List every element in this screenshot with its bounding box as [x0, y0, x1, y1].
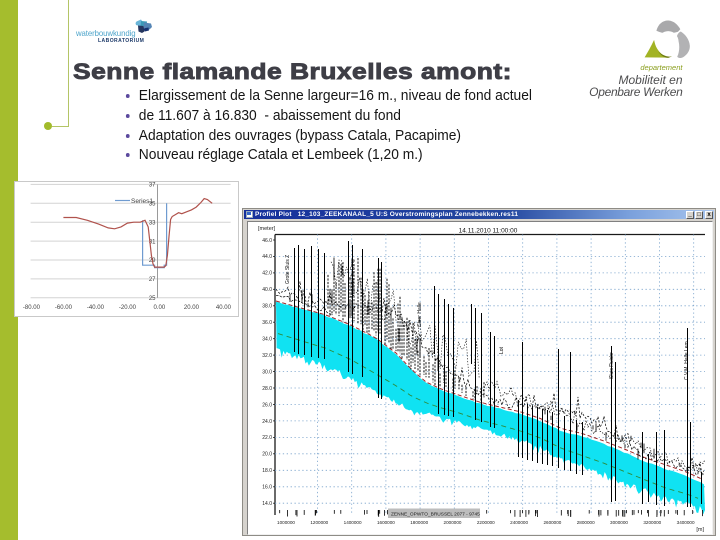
svg-text:Lot: Lot	[499, 346, 505, 354]
svg-text:33: 33	[149, 220, 156, 226]
svg-text:14.11.2010 11:00:00: 14.11.2010 11:00:00	[459, 228, 518, 235]
svg-text:27: 27	[149, 277, 156, 283]
svg-text:20.00: 20.00	[184, 305, 200, 311]
svg-text:C.V.M. Halle Lem: C.V.M. Halle Lem	[684, 341, 690, 380]
svg-text:30.0: 30.0	[262, 369, 272, 375]
svg-text:40.0: 40.0	[262, 287, 272, 293]
svg-text:40.00: 40.00	[216, 305, 232, 311]
svg-text:38.0: 38.0	[262, 304, 272, 310]
svg-text:1600000: 1600000	[377, 520, 395, 525]
svg-text:Cleer Halle: Cleer Halle	[417, 302, 423, 327]
svg-text:20.0: 20.0	[262, 452, 272, 458]
svg-text:25: 25	[149, 296, 156, 302]
svg-text:42.0: 42.0	[262, 271, 272, 277]
svg-text:ZENNE_OPWTO_BRUSSEL 2077 - 974: ZENNE_OPWTO_BRUSSEL 2077 - 9745	[391, 512, 480, 518]
svg-text:3200000: 3200000	[643, 520, 661, 525]
svg-text:-20.00: -20.00	[119, 305, 137, 311]
svg-text:36.0: 36.0	[262, 320, 272, 326]
svg-text:2000000: 2000000	[444, 520, 462, 525]
svg-text:14.0: 14.0	[262, 501, 272, 507]
svg-text:[m]: [m]	[696, 527, 704, 533]
svg-text:Grote Sluis Z: Grote Sluis Z	[285, 255, 291, 284]
svg-text:2800000: 2800000	[577, 520, 595, 525]
svg-text:26.0: 26.0	[262, 402, 272, 408]
svg-text:3000000: 3000000	[610, 520, 628, 525]
svg-text:3400000: 3400000	[677, 520, 695, 525]
svg-text:22.0: 22.0	[262, 435, 272, 441]
svg-text:1000000: 1000000	[277, 520, 295, 525]
svg-text:37: 37	[149, 183, 156, 189]
svg-text:Series1: Series1	[131, 198, 153, 205]
svg-text:16.0: 16.0	[262, 485, 272, 491]
svg-text:44.0: 44.0	[262, 254, 272, 260]
svg-text:2600000: 2600000	[543, 520, 561, 525]
svg-text:28.0: 28.0	[262, 386, 272, 392]
svg-text:31: 31	[149, 239, 156, 245]
svg-text:2400000: 2400000	[510, 520, 528, 525]
svg-text:-60.00: -60.00	[55, 305, 73, 311]
svg-text:1200000: 1200000	[310, 520, 328, 525]
svg-text:Vaek bal Lx Dmg: Vaek bal Lx Dmg	[350, 259, 356, 297]
svg-text:34.0: 34.0	[262, 337, 272, 343]
svg-text:35: 35	[149, 202, 156, 208]
svg-text:1400000: 1400000	[344, 520, 362, 525]
svg-text:1800000: 1800000	[410, 520, 428, 525]
svg-text:[meter]: [meter]	[258, 226, 276, 232]
svg-text:-40.00: -40.00	[87, 305, 105, 311]
svg-text:32.0: 32.0	[262, 353, 272, 359]
svg-text:18.0: 18.0	[262, 468, 272, 474]
svg-text:24.0: 24.0	[262, 419, 272, 425]
svg-text:2200000: 2200000	[477, 520, 495, 525]
svg-text:0.00: 0.00	[154, 305, 166, 311]
svg-text:Sluis Ruisbr: Sluis Ruisbr	[609, 352, 615, 379]
svg-text:46.0: 46.0	[262, 238, 272, 244]
svg-text:-80.00: -80.00	[23, 305, 41, 311]
